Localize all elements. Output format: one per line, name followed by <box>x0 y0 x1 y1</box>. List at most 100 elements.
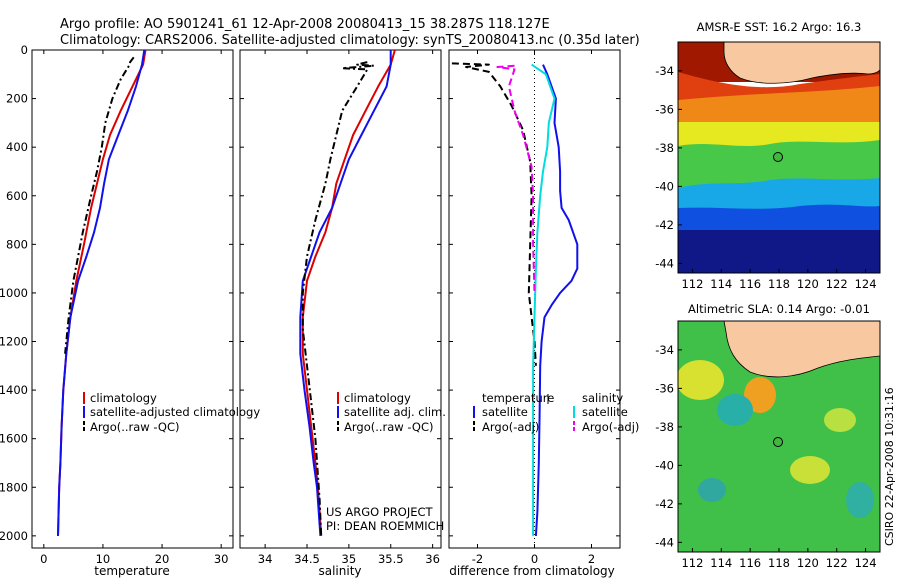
x-tick-label: 30 <box>214 552 229 566</box>
sst-map-ticks: 112 114 116 118 120 122 124 -34 -36 -38 -40 -42 -44 <box>655 64 876 291</box>
series-line-argo-raw-qc- <box>64 56 135 354</box>
difference-series <box>451 50 579 548</box>
difference-legend: temperature satellite Argo(-adj) salinit… <box>473 391 639 434</box>
x-tick-label: 34.5 <box>294 552 320 566</box>
temperature-ticks: 0 10 20 30 0 200 400 600 800 1000 1200 1400 1600 1800… <box>0 43 233 566</box>
map-y-tick-label: -38 <box>655 420 674 434</box>
y-tick-label: 600 <box>6 189 28 203</box>
temperature-series <box>57 50 147 536</box>
salinity-panel: 34 34.5 35 35.5 36 salinity climatology sate… <box>239 49 446 578</box>
map-y-tick-label: -40 <box>655 458 674 472</box>
map-x-tick-label: 114 <box>710 556 732 570</box>
map-y-tick-label: -42 <box>655 497 674 511</box>
sla-patch-yellow <box>824 408 856 432</box>
salinity-legend: climatology satellite adj. clim. Argo(..… <box>337 391 446 434</box>
legend-label-climatology: climatology <box>344 391 411 405</box>
sst-land <box>723 42 880 84</box>
legend-label-satellite: satellite-adjusted climatology <box>90 405 260 419</box>
x-tick-label: 35.5 <box>378 552 404 566</box>
map-x-tick-label: 118 <box>768 277 790 291</box>
legend-label-argo: Argo(..raw -QC) <box>344 420 434 434</box>
map-x-tick-label: 122 <box>826 556 848 570</box>
map-x-tick-label: 118 <box>768 556 790 570</box>
x-tick-label: 0 <box>531 552 538 566</box>
sla-patch-cyan <box>846 482 874 518</box>
series-line-satellite-adjusted-climatology <box>57 50 146 536</box>
map-y-tick-label: -42 <box>655 218 674 232</box>
legend-label-temp-argo: Argo(-adj) <box>482 420 539 434</box>
map-x-tick-label: 124 <box>855 556 877 570</box>
x-tick-label: 10 <box>96 552 111 566</box>
salinity-axes-frame <box>239 49 442 549</box>
legend-label-temp-satellite: satellite <box>482 405 528 419</box>
y-tick-label: 800 <box>6 237 28 251</box>
legend-label-sal-satellite: satellite <box>582 405 628 419</box>
map-y-tick-label: -34 <box>655 343 674 357</box>
figure-title-line1: Argo profile: AO 5901241_61 12-Apr-2008 … <box>60 17 550 32</box>
sst-band-orange <box>678 86 880 129</box>
temperature-xlabel: temperature <box>94 564 169 578</box>
map-x-tick-label: 116 <box>739 556 761 570</box>
y-tick-label: 1200 <box>0 335 28 349</box>
side-timestamp: CSIRO 22-Apr-2008 10:31:16 <box>883 387 896 546</box>
sla-patch-orange <box>744 377 776 413</box>
series-line-argo-raw-qc- <box>301 61 375 536</box>
legend-header-temperature: temperature <box>482 391 554 405</box>
temperature-legend: climatology satellite-adjusted climatolo… <box>83 391 260 434</box>
series-line-salinity-satellite <box>531 63 556 536</box>
salinity-xlabel: salinity <box>318 564 361 578</box>
sst-map-marker <box>773 152 783 162</box>
temperature-panel: 0 10 20 30 0 200 400 600 800 1000 1200 1400 1600 1800… <box>0 43 260 578</box>
map-y-tick-label: -38 <box>655 141 674 155</box>
sst-band-blue <box>678 204 880 236</box>
y-tick-label: 1600 <box>0 432 28 446</box>
sla-land <box>723 321 880 378</box>
map-y-tick-label: -34 <box>655 64 674 78</box>
legend-header-salinity: salinity <box>582 391 623 405</box>
map-y-tick-label: -36 <box>655 381 674 395</box>
x-tick-label: -2 <box>472 552 483 566</box>
temperature-axes-frame <box>31 49 234 549</box>
legend-label-argo: Argo(..raw -QC) <box>90 420 180 434</box>
map-x-tick-label: 124 <box>855 277 877 291</box>
series-line-salinity-argo-adj- <box>496 64 536 293</box>
y-tick-label: 2000 <box>0 529 28 543</box>
y-tick-label: 1800 <box>0 480 28 494</box>
y-tick-label: 0 <box>21 43 28 57</box>
map-x-tick-label: 114 <box>710 277 732 291</box>
difference-xlabel: difference from climatology <box>449 564 615 578</box>
sst-map-panel: AMSR-E SST: 16.2 Argo: 16.3 112 114 116 118… <box>655 20 881 291</box>
legend-label-climatology: climatology <box>90 391 157 405</box>
x-tick-label: 0 <box>40 552 47 566</box>
y-tick-label: 1400 <box>0 383 28 397</box>
map-x-tick-label: 122 <box>826 277 848 291</box>
map-y-tick-label: -44 <box>655 535 674 549</box>
difference-panel: -2 0 2 difference from climatology tempera… <box>448 49 639 578</box>
map-x-tick-label: 120 <box>797 556 819 570</box>
project-annotation: US ARGO PROJECT <box>326 505 434 519</box>
sst-map-title: AMSR-E SST: 16.2 Argo: 16.3 <box>697 20 862 34</box>
map-y-tick-label: -44 <box>655 256 674 270</box>
legend-label-sal-argo: Argo(-adj) <box>582 420 639 434</box>
series-line-temperature-satellite <box>534 64 579 536</box>
sst-band-navy <box>678 230 880 273</box>
salinity-ticks: 34 34.5 35 35.5 36 <box>240 49 441 566</box>
y-tick-label: 400 <box>6 140 28 154</box>
x-tick-label: 2 <box>588 552 595 566</box>
map-y-tick-label: -40 <box>655 179 674 193</box>
series-line-climatology <box>301 50 396 536</box>
x-tick-label: 34 <box>258 552 273 566</box>
sla-map-ticks: 112 114 116 118 120 122 124 -34 -36 -38 -40 -42 -44 <box>655 343 876 570</box>
sst-map-field <box>678 42 880 273</box>
map-x-tick-label: 112 <box>681 556 703 570</box>
map-x-tick-label: 116 <box>739 277 761 291</box>
pi-annotation: PI: DEAN ROEMMICH <box>326 519 444 533</box>
series-line-satellite-adj-clim- <box>299 50 392 536</box>
x-tick-label: 36 <box>425 552 440 566</box>
sla-patch-yellow <box>790 456 830 484</box>
x-tick-label: 20 <box>155 552 170 566</box>
sla-map-panel: Altimetric SLA: 0.14 Argo: -0.01 112 114 1… <box>655 302 881 570</box>
sla-map-title: Altimetric SLA: 0.14 Argo: -0.01 <box>688 302 870 316</box>
series-line-temperature-argo-adj- <box>451 62 537 366</box>
legend-label-satellite: satellite adj. clim. <box>344 405 446 419</box>
